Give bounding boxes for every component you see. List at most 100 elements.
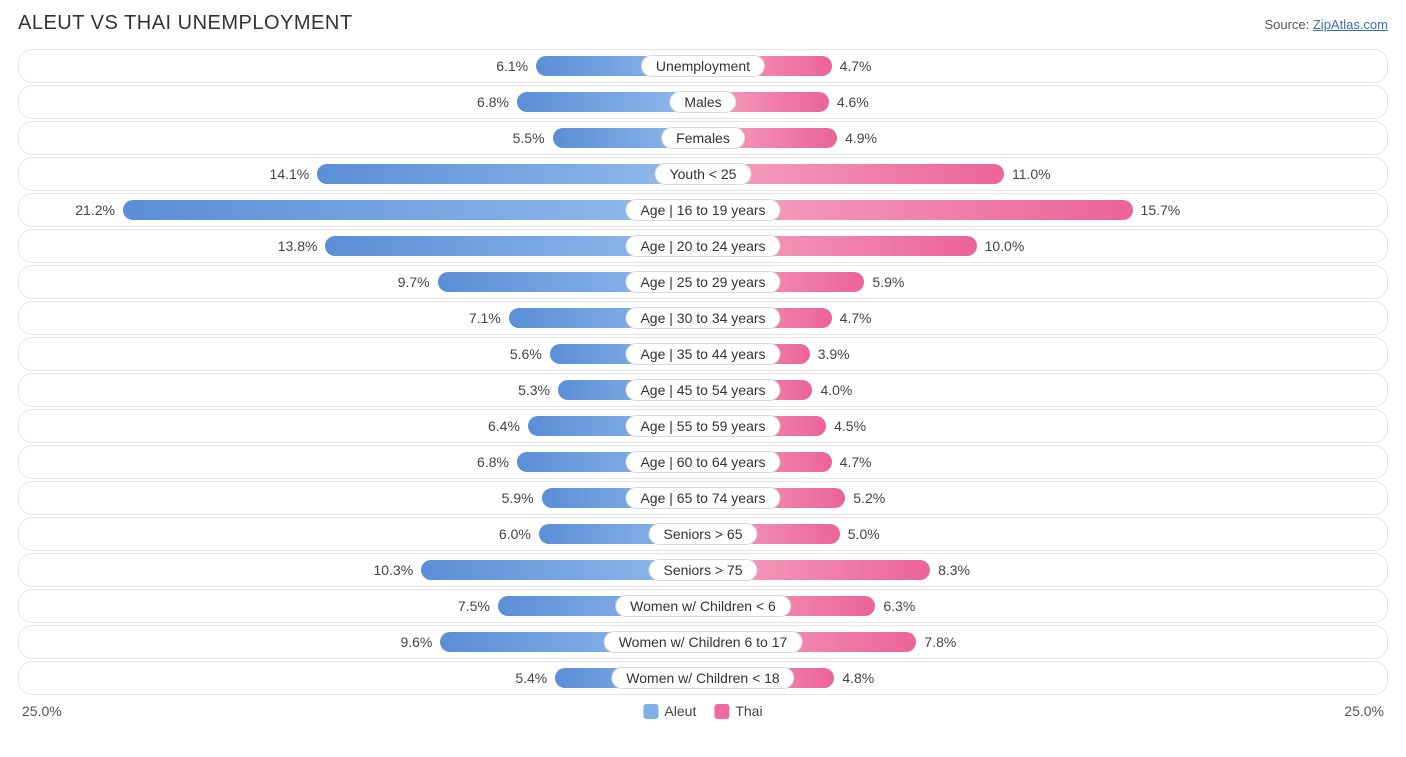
bar-half-right: 5.0% — [703, 518, 1387, 550]
legend-label-aleut: Aleut — [664, 703, 696, 719]
bar-half-left: 6.0% — [19, 518, 703, 550]
bar-value-left: 6.8% — [477, 94, 509, 110]
bar-left — [317, 164, 703, 184]
bar-value-right: 4.7% — [840, 58, 872, 74]
category-label: Males — [669, 91, 736, 113]
chart-footer: 25.0% Aleut Thai 25.0% — [18, 701, 1388, 727]
category-label: Age | 55 to 59 years — [625, 415, 780, 437]
bar-value-left: 21.2% — [75, 202, 115, 218]
bar-value-right: 6.3% — [883, 598, 915, 614]
bar-value-left: 7.1% — [469, 310, 501, 326]
bar-value-right: 3.9% — [818, 346, 850, 362]
chart-row: 14.1%11.0%Youth < 25 — [18, 157, 1388, 191]
bar-half-left: 9.6% — [19, 626, 703, 658]
bar-half-left: 13.8% — [19, 230, 703, 262]
category-label: Seniors > 65 — [649, 523, 758, 545]
chart-row: 6.4% 4.5% Age | 55 to 59 years — [18, 409, 1388, 443]
chart-row: 5.4% 4.8% Women w/ Children < 18 — [18, 661, 1388, 695]
bar-half-left: 9.7% — [19, 266, 703, 298]
bar-value-right: 5.9% — [872, 274, 904, 290]
diverging-bar-chart: 6.1% 4.7% Unemployment 6.8% 4.6%Males 5.5% 4.9… — [18, 49, 1388, 695]
bar-half-right: 10.0% — [703, 230, 1387, 262]
bar-value-left: 9.7% — [398, 274, 430, 290]
bar-value-right: 4.5% — [834, 418, 866, 434]
bar-value-right: 4.8% — [842, 670, 874, 686]
bar-half-right: 4.7% — [703, 50, 1387, 82]
bar-half-left: 5.9% — [19, 482, 703, 514]
bar-half-left: 7.5% — [19, 590, 703, 622]
axis-max-left: 25.0% — [22, 703, 62, 719]
bar-half-left: 6.1% — [19, 50, 703, 82]
chart-row: 5.5%4.9%Females — [18, 121, 1388, 155]
bar-half-right: 4.6% — [703, 86, 1387, 118]
legend-label-thai: Thai — [735, 703, 762, 719]
category-label: Women w/ Children < 18 — [611, 667, 794, 689]
category-label: Age | 20 to 24 years — [625, 235, 780, 257]
bar-half-right: 4.7% — [703, 302, 1387, 334]
source-label: Source: — [1264, 17, 1312, 32]
bar-half-right: 6.3% — [703, 590, 1387, 622]
category-label: Age | 65 to 74 years — [625, 487, 780, 509]
chart-row: 5.9% 5.2%Age | 65 to 74 years — [18, 481, 1388, 515]
bar-value-left: 5.4% — [515, 670, 547, 686]
bar-value-left: 14.1% — [270, 166, 310, 182]
bar-value-right: 4.0% — [820, 382, 852, 398]
bar-half-right: 4.0% — [703, 374, 1387, 406]
bar-value-left: 6.1% — [496, 58, 528, 74]
bar-half-right: 7.8% — [703, 626, 1387, 658]
chart-row: 6.8% 4.6%Males — [18, 85, 1388, 119]
legend-item-thai: Thai — [714, 703, 762, 719]
bar-half-left: 7.1% — [19, 302, 703, 334]
bar-value-left: 6.0% — [499, 526, 531, 542]
source-attribution: Source: ZipAtlas.com — [1264, 17, 1388, 32]
bar-value-left: 7.5% — [458, 598, 490, 614]
source-link[interactable]: ZipAtlas.com — [1313, 17, 1388, 32]
chart-row: 7.5% 6.3% Women w/ Children < 6 — [18, 589, 1388, 623]
chart-row: 21.2%15.7%Age | 16 to 19 years — [18, 193, 1388, 227]
bar-value-left: 13.8% — [278, 238, 318, 254]
bar-half-right: 5.2% — [703, 482, 1387, 514]
bar-half-left: 5.6% — [19, 338, 703, 370]
chart-header: ALEUT VS THAI UNEMPLOYMENT Source: ZipAt… — [18, 12, 1388, 35]
category-label: Age | 45 to 54 years — [625, 379, 780, 401]
bar-value-left: 9.6% — [400, 634, 432, 650]
category-label: Youth < 25 — [655, 163, 752, 185]
category-label: Age | 25 to 29 years — [625, 271, 780, 293]
bar-half-left: 6.8% — [19, 86, 703, 118]
bar-value-right: 4.7% — [840, 454, 872, 470]
bar-half-left: 6.4% — [19, 410, 703, 442]
category-label: Age | 35 to 44 years — [625, 343, 780, 365]
bar-half-right: 4.8% — [703, 662, 1387, 694]
bar-half-right: 4.5% — [703, 410, 1387, 442]
bar-half-left: 5.3% — [19, 374, 703, 406]
bar-value-right: 7.8% — [924, 634, 956, 650]
chart-row: 5.6% 3.9% Age | 35 to 44 years — [18, 337, 1388, 371]
bar-half-right: 4.7% — [703, 446, 1387, 478]
bar-value-right: 4.9% — [845, 130, 877, 146]
bar-half-left: 5.5% — [19, 122, 703, 154]
chart-row: 6.8%4.7%Age | 60 to 64 years — [18, 445, 1388, 479]
chart-row: 9.6%7.8%Women w/ Children 6 to 17 — [18, 625, 1388, 659]
bar-value-right: 8.3% — [938, 562, 970, 578]
bar-value-left: 5.5% — [513, 130, 545, 146]
bar-value-left: 6.8% — [477, 454, 509, 470]
chart-row: 6.0% 5.0%Seniors > 65 — [18, 517, 1388, 551]
bar-half-left: 14.1% — [19, 158, 703, 190]
axis-max-right: 25.0% — [1344, 703, 1384, 719]
chart-row: 9.7% 5.9% Age | 25 to 29 years — [18, 265, 1388, 299]
bar-half-left: 10.3% — [19, 554, 703, 586]
bar-value-left: 5.9% — [502, 490, 534, 506]
category-label: Age | 16 to 19 years — [625, 199, 780, 221]
bar-value-left: 6.4% — [488, 418, 520, 434]
bar-half-right: 8.3% — [703, 554, 1387, 586]
bar-value-right: 10.0% — [985, 238, 1025, 254]
chart-row: 13.8% 10.0% Age | 20 to 24 years — [18, 229, 1388, 263]
legend-item-aleut: Aleut — [643, 703, 696, 719]
category-label: Seniors > 75 — [649, 559, 758, 581]
bar-half-right: 4.9% — [703, 122, 1387, 154]
category-label: Women w/ Children < 6 — [615, 595, 791, 617]
category-label: Unemployment — [641, 55, 765, 77]
legend: Aleut Thai — [643, 703, 762, 719]
chart-row: 6.1% 4.7% Unemployment — [18, 49, 1388, 83]
bar-half-right: 5.9% — [703, 266, 1387, 298]
